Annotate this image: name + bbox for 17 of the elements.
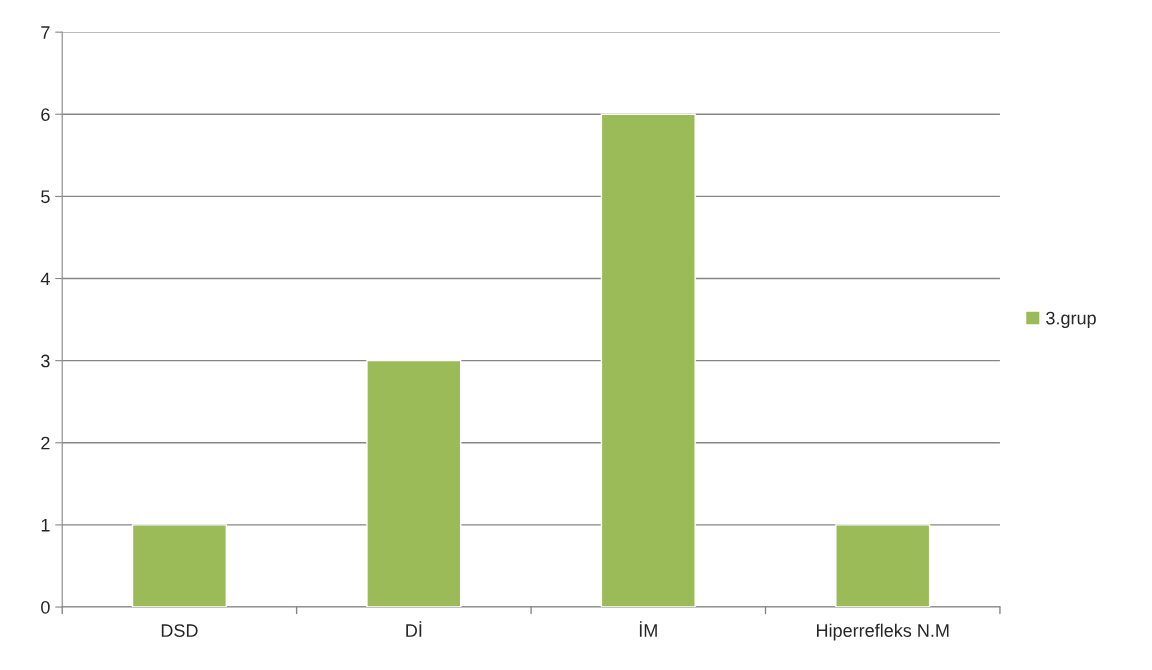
x-tick-label: DSD [161, 624, 198, 637]
y-tick-label: 7 [41, 26, 50, 39]
y-tick-label: 5 [41, 190, 50, 204]
x-tick-label: Dİ [406, 621, 422, 637]
bar [835, 524, 931, 608]
y-tick-label: 4 [40, 272, 50, 286]
y-tick-label: 0 [41, 600, 50, 614]
bar [600, 113, 696, 608]
bar [366, 359, 462, 608]
x-tick-label: İM [639, 621, 657, 637]
y-tick-label: 6 [41, 108, 50, 121]
legend-label: 3.grup [1046, 311, 1096, 329]
bar [131, 524, 228, 608]
y-tick-label: 2 [41, 436, 50, 450]
y-tick-label: 1 [41, 519, 50, 532]
y-tick-label: 3 [41, 354, 50, 368]
x-tick-label: Hiperrefleks N.M [816, 623, 949, 641]
